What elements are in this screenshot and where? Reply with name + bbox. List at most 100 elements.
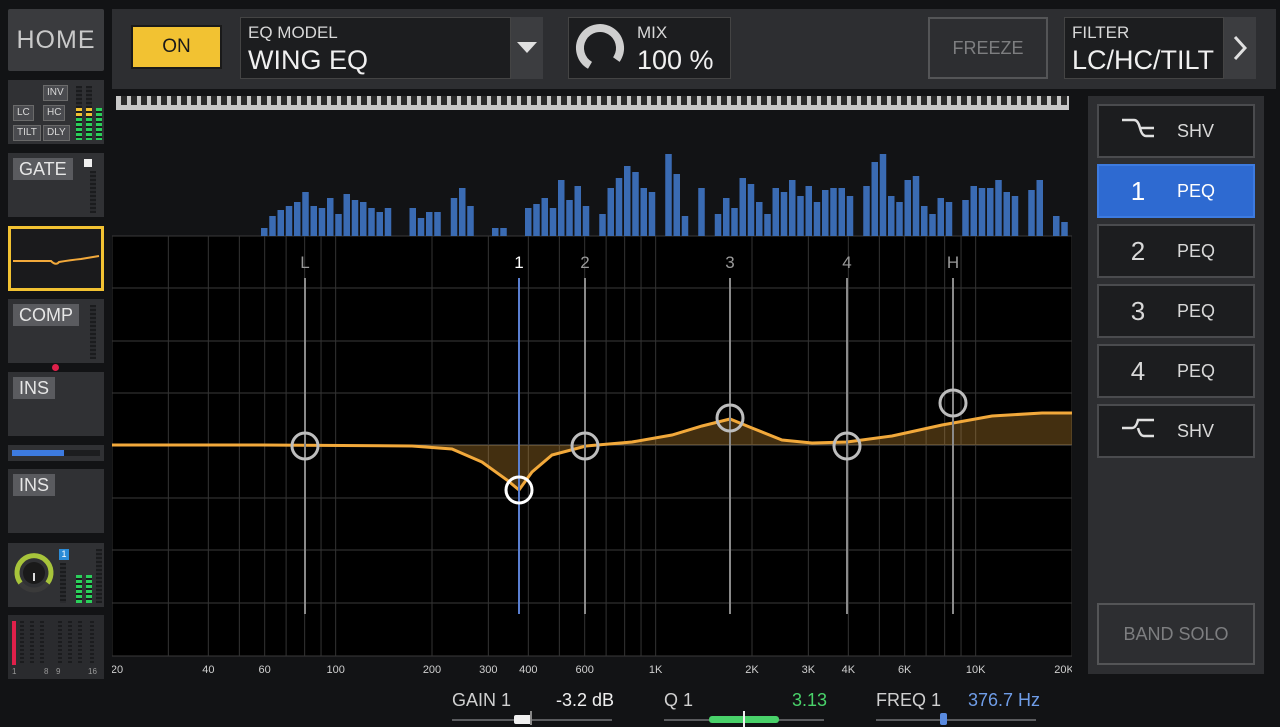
spectrum-bar <box>368 208 375 236</box>
spectrum-bar <box>1028 190 1035 236</box>
chevron-right-icon <box>1233 35 1247 61</box>
eq-on-button[interactable]: ON <box>131 25 222 69</box>
meter-r-low <box>86 118 92 140</box>
band-handle-3[interactable] <box>715 403 745 433</box>
key-mark <box>681 96 687 105</box>
key-mark <box>211 96 217 105</box>
key-mark <box>961 96 967 105</box>
spectrum-bar <box>376 212 383 236</box>
spectrum-bar <box>450 198 458 236</box>
main-strip[interactable]: 1 <box>8 543 104 607</box>
band-handle-H[interactable] <box>938 388 968 418</box>
gain-value: -3.2 dB <box>556 690 615 710</box>
key-mark <box>921 96 927 105</box>
spectrum-bar <box>780 192 788 236</box>
spectrum-bar <box>764 214 771 236</box>
band-number: 3 <box>1130 295 1146 326</box>
mix-knob-icon[interactable] <box>574 22 626 74</box>
insert-indicator-icon <box>52 364 59 371</box>
key-mark <box>1061 96 1067 105</box>
eq-model-selector[interactable] <box>240 17 511 79</box>
spectrum-bar <box>756 202 763 236</box>
eq-model-dropdown-button[interactable] <box>511 17 543 79</box>
q-slider-handle[interactable] <box>743 711 745 727</box>
gain-slider-track[interactable] <box>452 719 612 721</box>
band-button-6[interactable]: SHV <box>1097 404 1255 458</box>
spectrum-bar <box>335 214 342 236</box>
spectrum-bar <box>459 188 466 236</box>
spectrum-bar <box>937 198 944 236</box>
filter-next-button[interactable] <box>1224 17 1256 79</box>
freq-tick-label: 6K <box>898 664 912 676</box>
eq-strip[interactable] <box>8 226 104 291</box>
fader-strip[interactable] <box>8 445 104 461</box>
band-handle-4[interactable] <box>832 431 862 461</box>
spectrum-bar <box>995 180 1002 236</box>
key-mark <box>701 96 707 105</box>
home-button[interactable]: HOME <box>8 9 104 71</box>
filter-strip[interactable]: INV LC HC TILT DLY <box>8 80 104 144</box>
caret-down-icon <box>517 42 537 53</box>
key-mark <box>901 96 907 105</box>
key-mark <box>121 96 127 105</box>
freeze-button[interactable]: FREEZE <box>928 17 1048 79</box>
pan-knob-icon <box>14 553 54 593</box>
comp-label: COMP <box>13 304 79 326</box>
key-mark <box>411 96 417 105</box>
band-button-4[interactable]: 3 PEQ <box>1097 284 1255 338</box>
band-handle-L[interactable] <box>290 431 320 461</box>
band-type: SHV <box>1177 120 1215 141</box>
key-mark <box>161 96 167 105</box>
key-mark <box>351 96 357 105</box>
band-button-2[interactable]: 1 PEQ <box>1097 164 1255 218</box>
band-button-3[interactable]: 2 PEQ <box>1097 224 1255 278</box>
spectrum-bar <box>615 178 623 236</box>
spectrum-bar <box>409 208 416 236</box>
freq-slider-track[interactable] <box>876 719 1036 721</box>
insert-2-strip[interactable]: INS <box>8 469 104 533</box>
key-mark <box>971 96 977 105</box>
key-mark <box>571 96 577 105</box>
band-handle-1[interactable] <box>504 475 534 505</box>
band-handle-2[interactable] <box>570 431 600 461</box>
insert-1-strip[interactable]: INS <box>8 372 104 436</box>
key-mark <box>811 96 817 105</box>
comp-meter <box>90 305 96 359</box>
key-mark <box>1001 96 1007 105</box>
meter-r-mid <box>86 108 92 118</box>
spectrum-bar <box>789 180 796 236</box>
band-solo-button[interactable]: BAND SOLO <box>1097 603 1255 665</box>
key-mark <box>711 96 717 105</box>
eq-graph[interactable]: L 1 2 3 4 H 20 40 60 100 200 300 400 600 1K 2K 3K 4K 6K 10… <box>112 112 1072 677</box>
q-value: 3.13 <box>792 690 828 710</box>
meter-bank-strip[interactable]: 1 8 9 16 <box>8 615 104 679</box>
key-mark <box>991 96 997 105</box>
filter-caption: FILTER <box>1072 23 1130 42</box>
spectrum-bar <box>607 188 614 236</box>
band-button-1[interactable]: SHV <box>1097 104 1255 158</box>
key-mark <box>181 96 187 105</box>
q-label: Q 1 <box>664 690 694 710</box>
key-mark <box>981 96 987 105</box>
key-mark <box>871 96 877 105</box>
spectrum-bar <box>888 196 895 236</box>
freq-label: FREQ 1 <box>876 690 942 710</box>
freq-tick-label: 600 <box>575 664 593 676</box>
gain-slider-handle[interactable] <box>514 715 532 724</box>
gate-strip[interactable]: GATE <box>8 153 104 217</box>
freq-slider-handle[interactable] <box>940 713 947 725</box>
key-mark <box>641 96 647 105</box>
key-mark <box>941 96 947 105</box>
key-mark <box>441 96 447 105</box>
key-mark <box>1051 96 1057 105</box>
band-button-5[interactable]: 4 PEQ <box>1097 344 1255 398</box>
insert-1-label: INS <box>13 377 56 399</box>
freq-tick-label: 1K <box>649 664 663 676</box>
meter-scale-1: 1 <box>12 667 17 676</box>
key-mark <box>511 96 517 105</box>
spectrum-bar <box>945 202 953 236</box>
spectrum-bar <box>929 214 936 236</box>
spectrum-bar <box>533 204 540 236</box>
comp-strip[interactable]: COMP <box>8 299 104 363</box>
filter-selector[interactable] <box>1064 17 1224 79</box>
